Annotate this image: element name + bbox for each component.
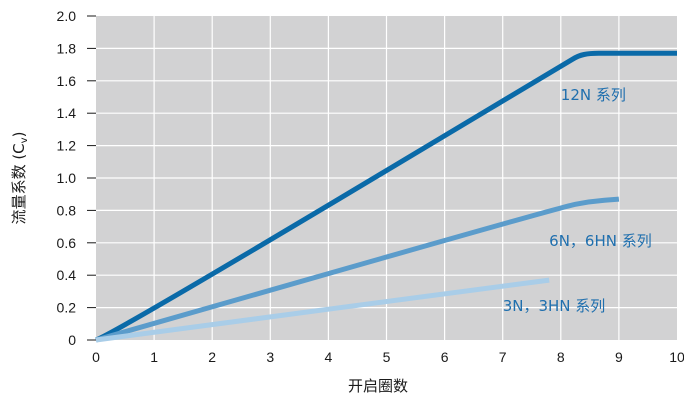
series-line-1 xyxy=(95,50,677,343)
y-tick-label: 1.0 xyxy=(57,170,77,186)
y-tick-label: 0.2 xyxy=(57,300,77,316)
series-line-2 xyxy=(95,196,620,343)
x-tick-label: 8 xyxy=(557,349,565,365)
x-tick-label: 6 xyxy=(441,349,449,365)
series-line-3 xyxy=(95,277,550,343)
x-tick-label: 4 xyxy=(325,349,333,365)
y-tick-label: 0 xyxy=(68,332,76,348)
y-tick-label: 1.2 xyxy=(57,138,77,154)
y-tick-label: 2.0 xyxy=(57,8,77,24)
x-tick-label: 5 xyxy=(383,349,391,365)
x-tick-label: 7 xyxy=(499,349,507,365)
y-tick-label: 1.6 xyxy=(57,73,77,89)
y-tick-label: 0.6 xyxy=(57,235,77,251)
y-axis-ticks: 0 0.2 0.4 0.6 0.8 1.0 1.2 1.4 1.6 1.8 2.0 xyxy=(57,8,96,348)
x-tick-label: 10 xyxy=(669,349,684,365)
y-axis-title-subscript: v xyxy=(19,137,30,143)
y-axis-title: 流量系数 (Cv) xyxy=(10,132,30,225)
x-tick-label: 9 xyxy=(615,349,623,365)
series-label-3: 3N，3HN 系列 xyxy=(503,297,606,315)
series-label-2: 6N，6HN 系列 xyxy=(549,232,652,250)
series-label-1: 12N 系列 xyxy=(561,86,626,104)
x-tick-label: 2 xyxy=(208,349,216,365)
x-tick-label: 1 xyxy=(150,349,158,365)
x-axis-title: 开启圈数 xyxy=(348,377,408,395)
y-axis-title-close: ) xyxy=(10,132,28,138)
x-tick-label: 0 xyxy=(92,349,100,365)
series-lines xyxy=(95,50,677,343)
x-axis-ticks: 0 1 2 3 4 5 6 7 8 9 10 xyxy=(92,349,684,365)
y-tick-label: 0.8 xyxy=(57,202,77,218)
y-tick-label: 0.4 xyxy=(57,267,77,283)
y-axis-title-main: 流量系数 (C xyxy=(10,143,28,224)
y-tick-label: 1.8 xyxy=(57,40,77,56)
x-tick-label: 3 xyxy=(266,349,274,365)
grid xyxy=(96,16,677,340)
y-tick-label: 1.4 xyxy=(57,105,77,121)
series-annotations: 12N 系列 6N，6HN 系列 3N，3HN 系列 xyxy=(503,86,652,315)
